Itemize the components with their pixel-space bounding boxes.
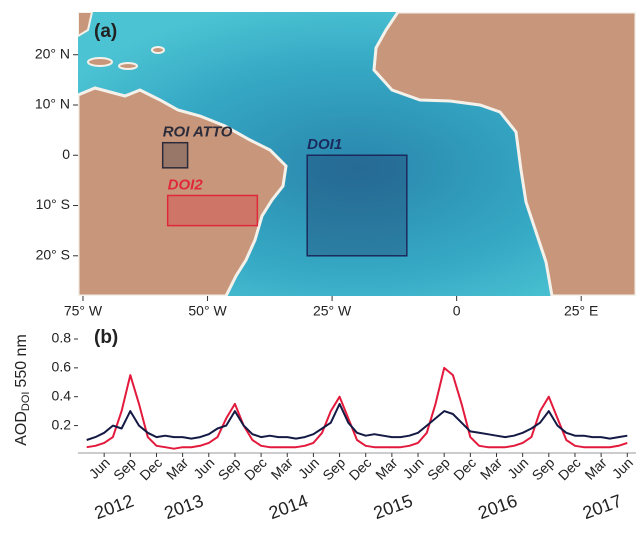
x-tick-label: Sep: [529, 454, 558, 483]
x-tick-label: Jun: [504, 454, 531, 481]
x-tick-label: 25° E: [564, 303, 598, 319]
region-label: DOI2: [168, 176, 204, 193]
x-tick-label: Jun: [190, 454, 217, 481]
x-tick-label: Jun: [609, 454, 636, 481]
x-tick-label: Jun: [399, 454, 426, 481]
x-tick-label: 25° W: [313, 303, 352, 319]
x-tick-label: Jun: [295, 454, 322, 481]
central-america: [78, 12, 94, 38]
year-label: 2016: [475, 491, 519, 523]
region-label: DOI1: [307, 136, 342, 153]
x-tick-label: 75° W: [64, 303, 103, 319]
region-box: [161, 141, 189, 169]
year-label: 2017: [580, 491, 624, 523]
year-label: 2015: [371, 491, 415, 523]
y-tick-label: 20° S: [36, 246, 70, 262]
panel-label: (b): [94, 327, 118, 348]
y-label-unit: 550 nm: [13, 334, 30, 387]
region-box: [306, 154, 408, 257]
y-tick-label: 0.8: [52, 330, 72, 346]
x-tick-label: Mar: [268, 454, 297, 483]
x-tick-label: 50° W: [188, 303, 227, 319]
year-label: 2013: [162, 491, 206, 523]
y-tick-label: 0: [62, 146, 70, 162]
x-tick-label: Jun: [86, 454, 113, 481]
x-tick-label: Sep: [110, 454, 139, 483]
y-tick-label: 10° N: [35, 96, 70, 112]
x-tick-label: Mar: [163, 454, 192, 483]
x-tick-label: Dec: [346, 454, 375, 483]
panel-label: (a): [94, 21, 117, 42]
y-axis-label: AODDOI 550 nm: [13, 334, 32, 446]
x-tick-label: Dec: [241, 454, 270, 483]
x-tick-label: Dec: [450, 454, 479, 483]
island: [87, 57, 113, 67]
x-tick-label: Sep: [319, 454, 348, 483]
x-tick-label: Dec: [136, 454, 165, 483]
x-tick-label: Sep: [424, 454, 453, 483]
y-label-sub: DOI: [20, 392, 32, 412]
y-tick-label: 0.2: [52, 416, 72, 432]
y-tick-label: 10° S: [36, 196, 70, 212]
y-tick-label: 20° N: [35, 45, 70, 61]
x-tick-label: 0: [453, 303, 461, 319]
y-tick-label: 0.6: [52, 359, 72, 375]
map-background: [78, 12, 636, 296]
year-label: 2014: [266, 491, 310, 523]
year-label: 2012: [92, 491, 136, 523]
x-tick-label: Dec: [555, 454, 584, 483]
africa: [372, 12, 636, 296]
x-tick-label: Mar: [477, 454, 506, 483]
island: [151, 46, 165, 54]
y-label-main: AOD: [13, 411, 30, 446]
series-line: [86, 366, 628, 450]
series-line: [86, 402, 628, 441]
island: [118, 62, 138, 70]
x-tick-label: Mar: [581, 454, 610, 483]
y-tick-label: 0.4: [52, 387, 72, 403]
region-label: ROI ATTO: [163, 124, 233, 141]
region-box: [166, 194, 259, 227]
south-america: [78, 86, 288, 296]
x-tick-label: Sep: [215, 454, 244, 483]
x-tick-label: Mar: [372, 454, 401, 483]
